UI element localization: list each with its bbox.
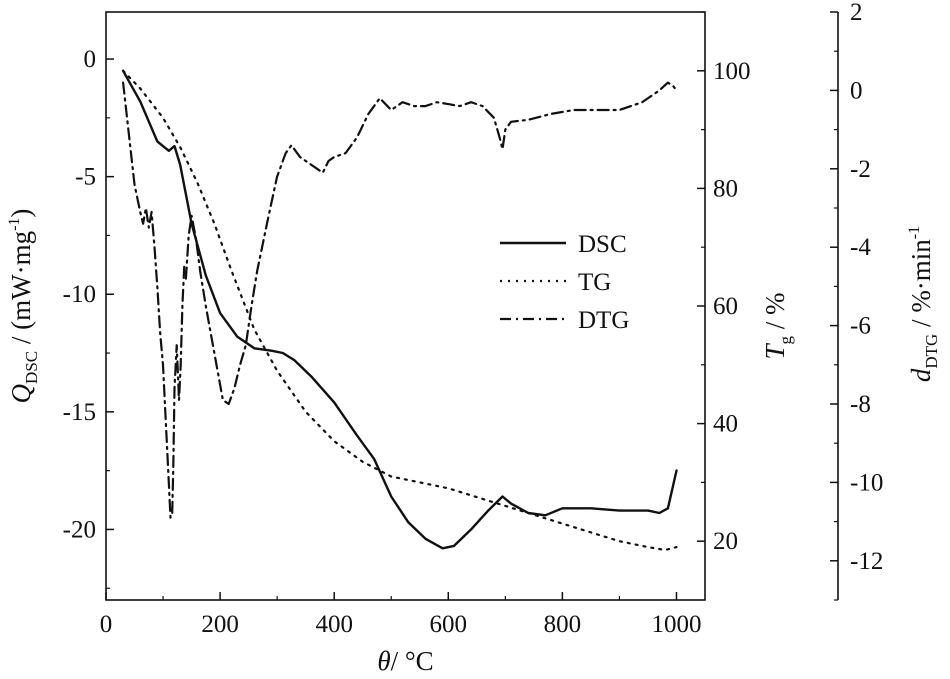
series-layer — [121, 69, 678, 552]
tg-tick-label: 40 — [713, 411, 738, 438]
left-y-tick-label: -20 — [63, 516, 96, 543]
legend: DSC TG DTG — [500, 231, 629, 334]
left-y-tick-label: 0 — [84, 46, 97, 73]
legend-label-tg: TG — [578, 269, 611, 296]
dtg-tick-label: -8 — [850, 391, 871, 418]
x-axis-title: θ/ °C — [377, 646, 433, 676]
dtg-tick-label: -10 — [850, 469, 883, 496]
tg-tick-label: 20 — [713, 528, 738, 555]
legend-label-dtg: DTG — [578, 307, 629, 334]
plot-frame — [105, 11, 706, 601]
left-y-tick-label: -15 — [63, 399, 96, 426]
tg-tick-label: 100 — [713, 58, 751, 85]
x-tick-label: 1000 — [651, 611, 701, 638]
series-dsc-line — [121, 69, 678, 550]
dtg-tick-label: -2 — [850, 156, 871, 183]
plot-border — [105, 11, 706, 601]
x-tick-label: 200 — [201, 611, 239, 638]
dtg-axis: 2 0 -2 -4 -6 -8 -10 -12 — [830, 0, 883, 601]
tg-tick-label: 80 — [713, 175, 738, 202]
axis-titles: θ/ °C QDSC / (mW·mg-1) Tg / % dDTG / %·min-… — [6, 209, 941, 676]
dtg-tick-label: 2 — [850, 0, 863, 26]
series-dtg-line — [122, 81, 678, 519]
tg-axis-title: Tg / % — [760, 292, 795, 359]
dtg-tick-label: -6 — [850, 313, 871, 340]
x-tick-label: 0 — [100, 611, 113, 638]
left-y-tick-label: -5 — [75, 164, 96, 191]
x-tick-label: 400 — [315, 611, 353, 638]
dtg-tick-label: -4 — [850, 234, 871, 261]
left-y-axis-title: QDSC / (mW·mg-1) — [6, 209, 41, 404]
left-y-tick-label: -10 — [63, 281, 96, 308]
x-tick-label: 600 — [430, 611, 468, 638]
x-tick-label: 800 — [544, 611, 582, 638]
dtg-tick-label: -12 — [850, 548, 883, 575]
legend-label-dsc: DSC — [578, 231, 627, 258]
ticks-layer: 0 200 400 600 800 1000 0 -5 -10 -15 -20 20 40 60 80 100 — [63, 11, 751, 638]
dtg-axis-title: dDTG / %·min-1 — [906, 226, 941, 382]
dtg-tick-label: 0 — [850, 77, 863, 104]
series-tg-line — [122, 69, 678, 552]
tg-tick-label: 60 — [713, 293, 738, 320]
